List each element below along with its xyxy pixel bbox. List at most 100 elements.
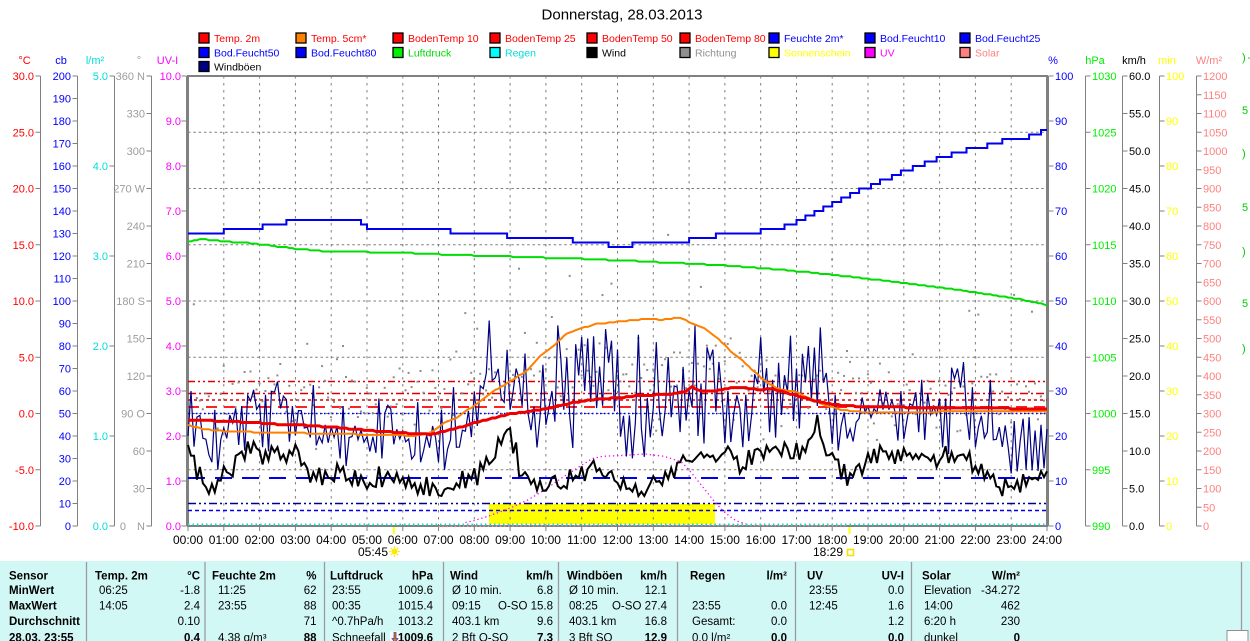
svg-text:19:00: 19:00 xyxy=(853,533,883,547)
svg-text:15.0: 15.0 xyxy=(13,240,34,252)
svg-text:1030: 1030 xyxy=(1092,71,1116,83)
svg-text:°C: °C xyxy=(18,55,30,67)
svg-text:): ) xyxy=(1242,343,1246,355)
svg-text:20.0: 20.0 xyxy=(13,184,34,196)
svg-text:450: 450 xyxy=(1203,352,1221,364)
svg-text:km/h: km/h xyxy=(640,571,667,583)
svg-text:8.0: 8.0 xyxy=(166,161,181,173)
svg-text:403.1 km: 403.1 km xyxy=(569,616,616,628)
svg-text:1025: 1025 xyxy=(1092,127,1116,139)
svg-text:01:00: 01:00 xyxy=(209,533,239,547)
svg-text:MaxWert: MaxWert xyxy=(9,601,57,613)
svg-text:l/m²: l/m² xyxy=(767,571,788,583)
svg-text:403.1 km: 403.1 km xyxy=(452,616,499,628)
svg-text:1010: 1010 xyxy=(1092,296,1116,308)
svg-text:10: 10 xyxy=(1166,476,1178,488)
svg-text:Wind: Wind xyxy=(602,48,626,60)
svg-text:7.3: 7.3 xyxy=(537,633,553,641)
svg-text:UV: UV xyxy=(880,48,895,60)
svg-text:80: 80 xyxy=(1166,161,1178,173)
svg-text:30.0: 30.0 xyxy=(1129,296,1150,308)
svg-text:1200: 1200 xyxy=(1203,71,1227,83)
svg-text:0: 0 xyxy=(120,521,126,533)
svg-text:350: 350 xyxy=(1203,390,1221,402)
svg-text:120: 120 xyxy=(127,371,145,383)
svg-text:-: - xyxy=(1248,52,1250,64)
svg-text:130: 130 xyxy=(53,229,71,241)
svg-text:5: 5 xyxy=(1242,298,1248,310)
svg-text:12.1: 12.1 xyxy=(645,585,667,597)
svg-text:Elevation: Elevation xyxy=(924,585,971,597)
svg-text:30: 30 xyxy=(133,484,145,496)
svg-text:7.0: 7.0 xyxy=(166,206,181,218)
svg-text:3 Bft SO: 3 Bft SO xyxy=(569,633,613,641)
svg-text:270 W: 270 W xyxy=(113,184,145,196)
svg-text:100: 100 xyxy=(1055,71,1073,83)
svg-text:Luftdruck: Luftdruck xyxy=(408,48,452,60)
svg-text:24:00: 24:00 xyxy=(1032,533,1062,547)
svg-text:140: 140 xyxy=(53,206,71,218)
svg-text:N: N xyxy=(137,521,145,533)
svg-text:Regen: Regen xyxy=(690,571,725,583)
svg-text:hPa: hPa xyxy=(412,571,434,583)
svg-text:12:00: 12:00 xyxy=(602,533,632,547)
svg-text:1009.6: 1009.6 xyxy=(398,585,433,597)
svg-text:40: 40 xyxy=(1166,341,1178,353)
svg-text:min: min xyxy=(1158,55,1176,67)
svg-text:60: 60 xyxy=(1166,251,1178,263)
svg-text:l/m²: l/m² xyxy=(86,55,105,67)
svg-text:2.4: 2.4 xyxy=(184,601,201,613)
svg-text:50: 50 xyxy=(59,409,71,421)
svg-text:10:00: 10:00 xyxy=(531,533,561,547)
svg-text:230: 230 xyxy=(1001,616,1020,628)
svg-text:150: 150 xyxy=(127,334,145,346)
svg-text:20: 20 xyxy=(1166,431,1178,443)
svg-text:88: 88 xyxy=(304,633,317,641)
svg-text:20: 20 xyxy=(1055,431,1067,443)
svg-text:Gesamt:: Gesamt: xyxy=(692,616,735,628)
svg-text:12.9: 12.9 xyxy=(645,633,667,641)
svg-text:5.0: 5.0 xyxy=(1129,484,1144,496)
svg-text:%: % xyxy=(1048,55,1058,67)
svg-text:03:00: 03:00 xyxy=(280,533,310,547)
svg-text:06:25: 06:25 xyxy=(99,585,128,597)
svg-text:300: 300 xyxy=(127,146,145,158)
svg-text:23:55: 23:55 xyxy=(332,585,361,597)
svg-text:13:00: 13:00 xyxy=(638,533,668,547)
svg-text:Durchschnitt: Durchschnitt xyxy=(9,616,80,628)
svg-text:9.6: 9.6 xyxy=(537,616,553,628)
svg-text:11:25: 11:25 xyxy=(218,585,246,597)
svg-text:10.0: 10.0 xyxy=(13,296,34,308)
svg-text:45.0: 45.0 xyxy=(1129,184,1150,196)
svg-text:20: 20 xyxy=(59,476,71,488)
svg-text:16:00: 16:00 xyxy=(746,533,776,547)
svg-text:1150: 1150 xyxy=(1203,90,1227,102)
svg-text:hPa: hPa xyxy=(1085,55,1105,67)
svg-text:1000: 1000 xyxy=(1092,409,1116,421)
svg-text:6:20 h: 6:20 h xyxy=(924,616,956,628)
svg-text:50: 50 xyxy=(1055,296,1067,308)
svg-text:W/m²: W/m² xyxy=(1196,55,1223,67)
svg-text:90: 90 xyxy=(1166,116,1178,128)
svg-text:Windböen: Windböen xyxy=(214,62,261,74)
svg-text:0.10: 0.10 xyxy=(178,616,200,628)
svg-text:1.2: 1.2 xyxy=(888,616,904,628)
svg-text:MinWert: MinWert xyxy=(9,585,54,597)
svg-text:1050: 1050 xyxy=(1203,127,1227,139)
svg-text:UV: UV xyxy=(807,571,823,583)
svg-text:5: 5 xyxy=(1242,202,1248,214)
svg-text:200: 200 xyxy=(53,71,71,83)
svg-text:0: 0 xyxy=(65,521,71,533)
svg-text:190: 190 xyxy=(53,94,71,106)
svg-text:70: 70 xyxy=(1166,206,1178,218)
svg-text:100: 100 xyxy=(1166,71,1184,83)
svg-text:5.0: 5.0 xyxy=(93,71,108,83)
svg-text:5.0: 5.0 xyxy=(166,296,181,308)
svg-text:0.0: 0.0 xyxy=(771,601,787,613)
svg-text:15.0: 15.0 xyxy=(1129,409,1150,421)
svg-text:300: 300 xyxy=(1203,409,1221,421)
svg-text:UV-I: UV-I xyxy=(157,55,178,67)
svg-text:Bod.Feucht10: Bod.Feucht10 xyxy=(880,33,946,45)
svg-text:180: 180 xyxy=(53,116,71,128)
svg-text:650: 650 xyxy=(1203,277,1221,289)
